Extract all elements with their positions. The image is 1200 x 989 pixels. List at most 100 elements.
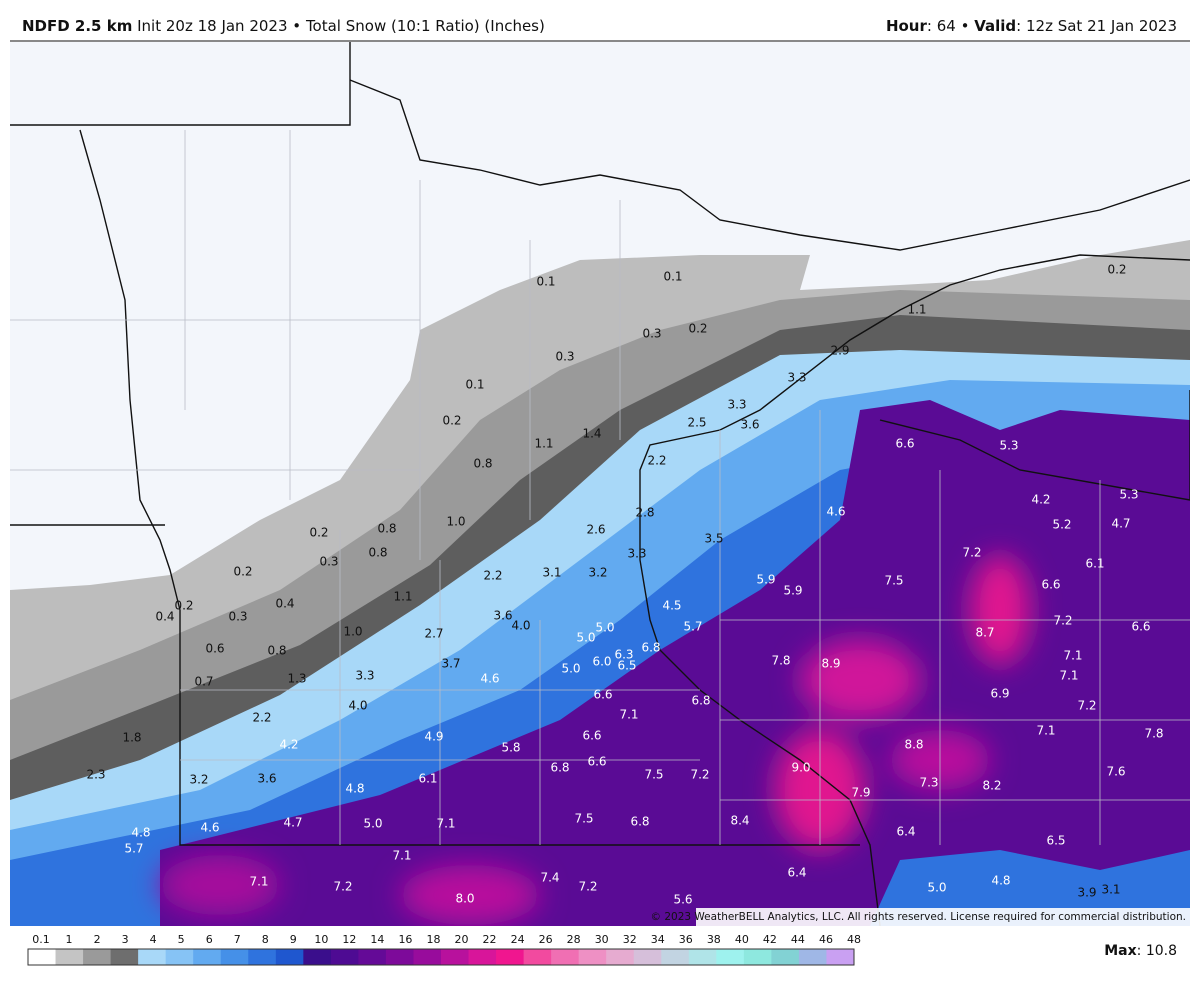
snow-label: 6.1 xyxy=(1085,557,1104,571)
legend-swatch xyxy=(826,949,855,965)
snow-label: 7.2 xyxy=(333,880,352,894)
legend-swatch xyxy=(110,949,139,965)
snow-label: 0.4 xyxy=(155,610,174,624)
legend-tick: 9 xyxy=(290,933,297,946)
snow-label: 0.8 xyxy=(377,522,396,536)
legend-swatch xyxy=(55,949,84,965)
snow-label: 6.9 xyxy=(990,687,1009,701)
snow-label: 6.6 xyxy=(587,755,606,769)
snow-label: 0.3 xyxy=(228,610,247,624)
snow-label: 6.6 xyxy=(895,437,914,451)
snow-label: 4.6 xyxy=(480,672,499,686)
snow-label: 4.0 xyxy=(348,699,367,713)
hour-label: Hour xyxy=(886,17,928,35)
snow-label: 5.9 xyxy=(783,584,802,598)
legend-tick: 24 xyxy=(511,933,525,946)
snow-label: 5.7 xyxy=(683,620,702,634)
legend-swatch xyxy=(165,949,194,965)
legend-tick: 46 xyxy=(819,933,833,946)
legend-swatch xyxy=(441,949,470,965)
snow-label: 1.1 xyxy=(534,437,553,451)
legend-tick: 18 xyxy=(426,933,440,946)
legend-tick: 36 xyxy=(679,933,693,946)
band xyxy=(160,400,1190,926)
snow-label: 0.3 xyxy=(319,555,338,569)
snow-label: 5.7 xyxy=(124,842,143,856)
init: Init 20z 18 Jan 2023 xyxy=(137,17,287,35)
snow-label: 3.2 xyxy=(588,566,607,580)
legend-tick: 1 xyxy=(66,933,73,946)
snow-label: 8.2 xyxy=(982,779,1001,793)
snow-label: 6.4 xyxy=(896,825,915,839)
snow-label: 3.9 xyxy=(1077,886,1096,900)
snow-label: 7.9 xyxy=(851,786,870,800)
snow-label: 7.5 xyxy=(884,574,903,588)
snow-label: 5.0 xyxy=(561,662,580,676)
snow-label: 2.8 xyxy=(635,506,654,520)
snow-label: 4.8 xyxy=(345,782,364,796)
legend-swatch xyxy=(798,949,827,965)
snow-label: 5.3 xyxy=(999,439,1018,453)
snow-label: 6.6 xyxy=(593,688,612,702)
legend-swatch xyxy=(193,949,222,965)
legend-tick: 14 xyxy=(370,933,384,946)
separator: • xyxy=(292,17,301,35)
snow-label: 5.8 xyxy=(501,741,520,755)
legend-tick: 20 xyxy=(455,933,469,946)
snow-label: 3.1 xyxy=(542,566,561,580)
snow-label: 1.0 xyxy=(446,515,465,529)
snow-label: 6.8 xyxy=(630,815,649,829)
snow-label: 3.6 xyxy=(257,772,276,786)
snow-label: 5.2 xyxy=(1052,518,1071,532)
snow-label: 4.8 xyxy=(991,874,1010,888)
copyright: © 2023 WeatherBELL Analytics, LLC. All r… xyxy=(651,911,1186,923)
legend-frame xyxy=(27,948,855,966)
snow-label: 2.2 xyxy=(483,569,502,583)
legend-tick: 40 xyxy=(735,933,749,946)
legend-swatch xyxy=(413,949,442,965)
snow-label: 7.4 xyxy=(540,871,559,885)
snow-label: 6.8 xyxy=(550,761,569,775)
valid-label: Valid xyxy=(974,17,1016,35)
snow-label: 7.6 xyxy=(1106,765,1125,779)
legend-tick: 42 xyxy=(763,933,777,946)
snow-label: 6.1 xyxy=(418,772,437,786)
snow-label: 0.8 xyxy=(473,457,492,471)
snow-label: 6.3 xyxy=(614,648,633,662)
legend-swatch xyxy=(358,949,387,965)
legend-swatch xyxy=(771,949,800,965)
snow-label: 6.8 xyxy=(641,641,660,655)
snow-label: 7.5 xyxy=(644,768,663,782)
snow-label: 0.6 xyxy=(205,642,224,656)
legend-tick: 48 xyxy=(847,933,861,946)
legend-tick: 0.1 xyxy=(32,933,50,946)
legend-tick: 32 xyxy=(623,933,637,946)
snow-label: 5.0 xyxy=(927,881,946,895)
snow-label: 1.0 xyxy=(343,625,362,639)
snow-label: 3.6 xyxy=(740,418,759,432)
snow-label: 7.2 xyxy=(1053,614,1072,628)
snow-label: 8.0 xyxy=(455,892,474,906)
snow-label: 7.2 xyxy=(1077,699,1096,713)
snow-label: 4.7 xyxy=(1111,517,1130,531)
header-right: Hour: 64 • Valid: 12z Sat 21 Jan 2023 xyxy=(886,17,1177,35)
max-value: : 10.8 xyxy=(1137,943,1177,959)
legend-swatch xyxy=(83,949,112,965)
snow-label: 0.2 xyxy=(174,599,193,613)
snow-label: 3.3 xyxy=(727,398,746,412)
snow-label: 8.4 xyxy=(730,814,749,828)
snow-label: 5.0 xyxy=(576,631,595,645)
snow-label: 4.2 xyxy=(279,738,298,752)
legend-tick: 44 xyxy=(791,933,805,946)
snow-label: 0.2 xyxy=(442,414,461,428)
snow-label: 4.0 xyxy=(511,619,530,633)
legend-swatch xyxy=(385,949,414,965)
legend-swatch xyxy=(248,949,277,965)
snow-label: 0.3 xyxy=(555,350,574,364)
snow-label: 0.2 xyxy=(688,322,707,336)
snow-label: 1.1 xyxy=(907,303,926,317)
snow-label: 6.8 xyxy=(691,694,710,708)
snow-label: 4.6 xyxy=(200,821,219,835)
snow-label: 4.9 xyxy=(424,730,443,744)
legend-swatch xyxy=(551,949,580,965)
